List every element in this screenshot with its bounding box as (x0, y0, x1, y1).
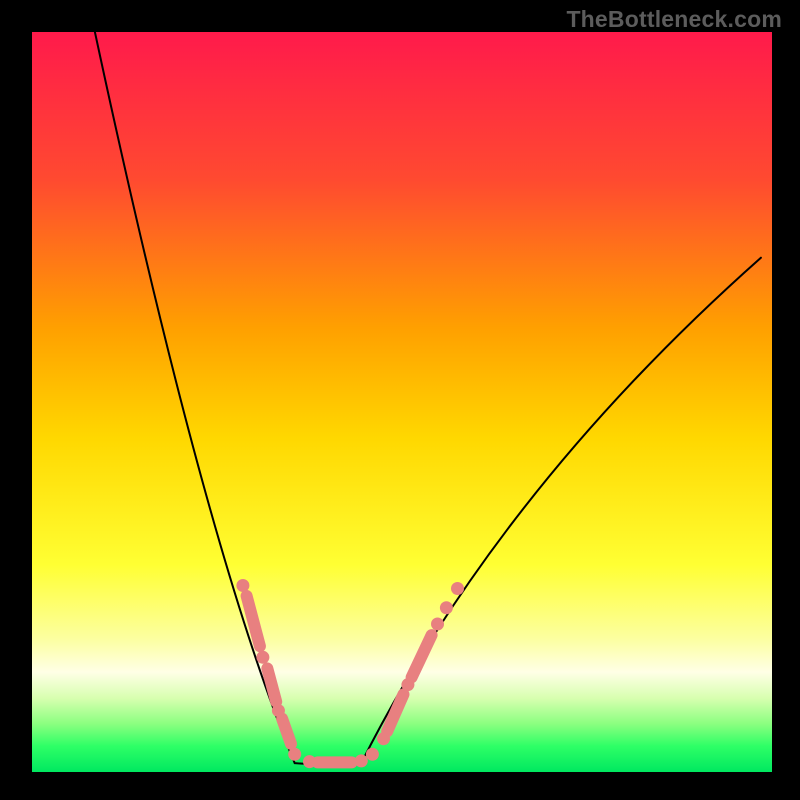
gradient-background (32, 32, 772, 772)
plot-area (32, 32, 772, 772)
chart-svg (32, 32, 772, 772)
marker-dot (451, 582, 464, 595)
marker-segment (282, 719, 291, 744)
marker-dot (431, 618, 444, 631)
watermark-text: TheBottleneck.com (566, 6, 782, 33)
marker-dot (288, 748, 301, 761)
marker-dot (355, 754, 368, 767)
chart-frame: TheBottleneck.com (0, 0, 800, 800)
marker-dot (440, 601, 453, 614)
marker-dot (256, 651, 269, 664)
marker-dot (366, 748, 379, 761)
